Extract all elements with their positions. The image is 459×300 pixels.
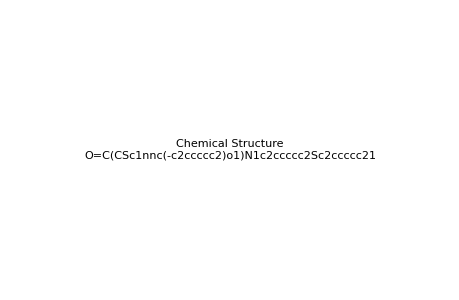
Text: Chemical Structure
O=C(CSc1nnc(-c2ccccc2)o1)N1c2ccccc2Sc2ccccc21: Chemical Structure O=C(CSc1nnc(-c2ccccc2… (84, 139, 375, 161)
